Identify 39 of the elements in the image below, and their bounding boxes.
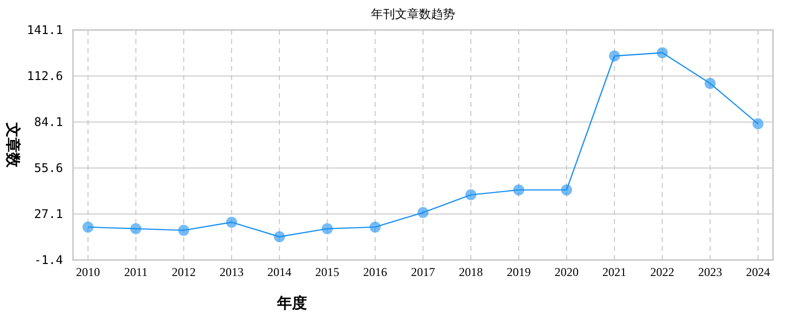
x-tick-label: 2018 [458,265,483,279]
point [465,189,476,200]
point [322,223,333,234]
y-tick-label: 112.6 [26,69,63,83]
y-axis-title: 文章数 [4,122,22,168]
x-tick-label: 2010 [76,265,100,279]
point [274,231,285,242]
x-tick-label: 2017 [411,265,435,279]
point [226,216,238,228]
x-tick-label: 2020 [554,265,579,279]
x-axis-title: 年度 [276,294,307,312]
point [130,223,142,234]
point [656,47,668,58]
point [561,184,572,196]
y-tick-label: -1.4 [34,253,63,267]
y-tick-label: 84.1 [34,115,63,129]
x-tick-label: 2012 [172,265,196,279]
x-tick-label: 2013 [220,265,244,279]
point [418,207,428,218]
y-tick-label: 27.1 [34,207,63,221]
point [370,222,381,233]
point [704,78,716,89]
x-tick-label: 2023 [698,265,722,279]
x-tick-label: 2014 [267,265,292,279]
x-tick-label: 2016 [363,265,388,279]
x-tick-label: 2011 [124,265,148,279]
point [513,184,524,196]
x-tick-label: 2015 [315,265,340,279]
x-tick-label: 2022 [650,265,674,279]
point [608,50,620,62]
x-tick-label: 2021 [602,265,626,279]
point [82,222,94,233]
point [752,118,764,130]
point [178,224,190,236]
x-tick-label: 2024 [746,265,770,279]
x-tick-label: 2019 [506,265,531,279]
chart-title: 年刊文章数趋势 [371,7,455,21]
y-tick-label: 55.6 [34,161,63,175]
y-tick-label: 141.1 [26,23,63,37]
